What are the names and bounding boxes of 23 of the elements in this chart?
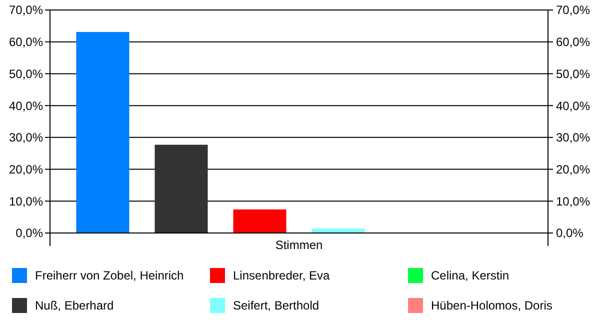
legend-label: Freiherr von Zobel, Heinrich xyxy=(35,268,184,283)
text: 0,0% xyxy=(556,226,584,240)
legend-label: Hüben-Holomos, Doris xyxy=(431,298,552,313)
legend-label: Linsenbreder, Eva xyxy=(233,268,330,283)
legend-label: Nuß, Eberhard xyxy=(35,298,114,313)
y-tick-label: 50,0% xyxy=(8,66,44,81)
text: 30,0% xyxy=(556,130,590,145)
text: 50,0% xyxy=(556,66,590,81)
y-tick-label: 30,0% xyxy=(8,130,44,145)
y-tick-label: 60,0% xyxy=(8,35,44,50)
text: 60,0% xyxy=(556,35,590,50)
text: 70,0% xyxy=(556,3,590,18)
text: 40,0% xyxy=(556,98,590,113)
y-tick-label: 40,0% xyxy=(8,98,44,113)
y-tick-label: 70,0% xyxy=(8,3,44,18)
y-tick-label: 20,0% xyxy=(8,162,44,176)
text: 10,0% xyxy=(556,194,590,208)
x-tick-label: Stimmen xyxy=(275,238,323,252)
y-tick-label: 10,0% xyxy=(8,194,44,208)
legend-label: Celina, Kerstin xyxy=(431,268,510,283)
text: 20,0% xyxy=(556,162,590,176)
legend-label: Seifert, Berthold xyxy=(233,298,320,313)
y-tick-label: 0,0% xyxy=(16,226,44,240)
